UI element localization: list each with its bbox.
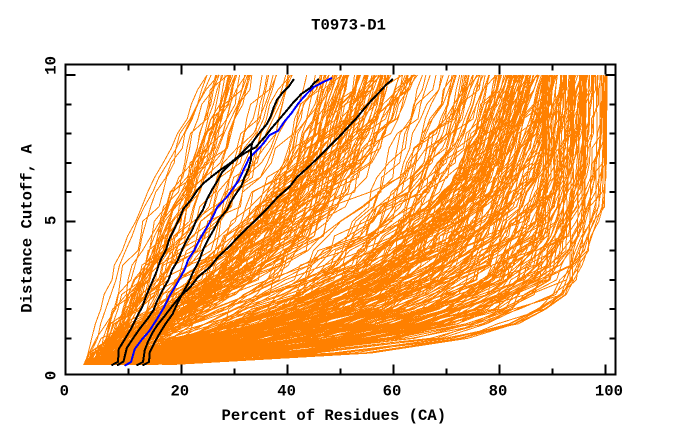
svg-text:100: 100: [595, 383, 623, 401]
svg-text:Distance Cutoff, A: Distance Cutoff, A: [19, 144, 37, 313]
svg-text:5: 5: [42, 216, 60, 225]
svg-text:0: 0: [42, 371, 60, 380]
svg-text:20: 20: [170, 383, 189, 401]
svg-text:80: 80: [489, 383, 508, 401]
svg-text:0: 0: [60, 383, 69, 401]
svg-text:Percent of Residues (CA): Percent of Residues (CA): [222, 407, 447, 425]
svg-text:T0973-D1: T0973-D1: [311, 16, 386, 34]
svg-text:10: 10: [42, 56, 60, 75]
svg-text:60: 60: [383, 383, 402, 401]
svg-text:40: 40: [277, 383, 296, 401]
